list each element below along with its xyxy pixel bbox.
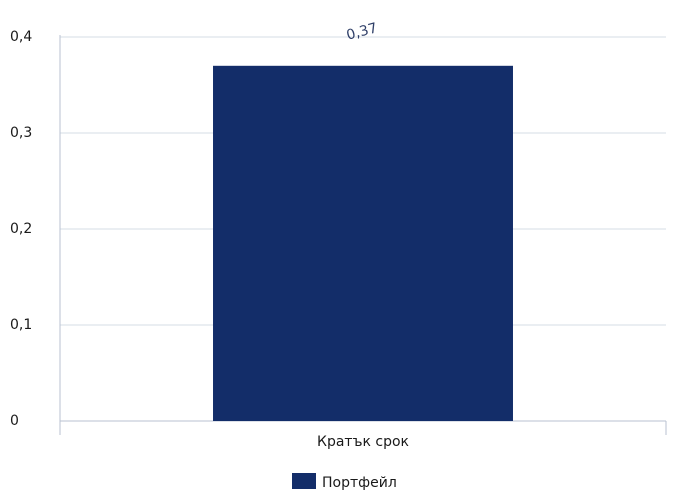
y-tick-label: 0,1 (10, 317, 32, 333)
data-label: 0,37 (345, 20, 379, 44)
legend-swatch (292, 473, 316, 489)
bars-layer (213, 65, 513, 422)
y-tick-label: 0,4 (10, 29, 32, 45)
y-tick-label: 0,2 (10, 221, 32, 237)
legend-label: Портфейл (322, 475, 397, 491)
bar (213, 65, 513, 422)
legend: Портфейл (292, 473, 397, 491)
y-tick-label: 0 (10, 413, 19, 429)
x-tick-label: Кратък срок (317, 434, 409, 450)
y-tick-label: 0,3 (10, 125, 32, 141)
labels-layer: 0 0,1 0,2 0,3 0,4 0,37 Кратък срок (10, 20, 409, 450)
